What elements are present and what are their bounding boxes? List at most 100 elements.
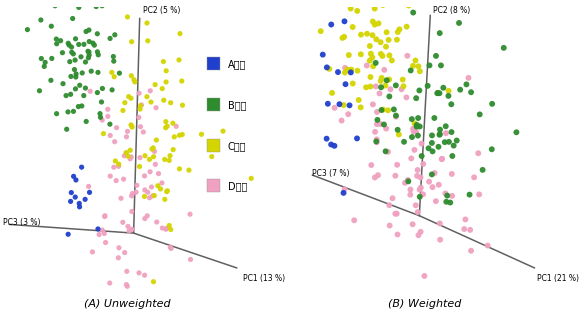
Point (465, 227, 475, 233)
Point (71, 74, 81, 80)
Point (75, 204, 84, 210)
Point (161, 227, 171, 232)
Point (369, 64, 378, 69)
Point (98, 86, 107, 91)
Point (124, 154, 133, 159)
Point (58, 81, 68, 86)
Point (373, 117, 382, 122)
Point (150, 193, 159, 198)
Point (77, 103, 86, 109)
Point (76, 2, 85, 7)
Point (409, 129, 418, 134)
Point (71, 177, 81, 182)
Point (340, 186, 349, 192)
Point (132, 183, 141, 188)
Point (85, 39, 94, 44)
Point (346, 6, 355, 11)
Point (120, 250, 129, 255)
Point (343, 112, 353, 117)
Point (119, 108, 128, 113)
Point (353, 68, 362, 73)
Point (124, 228, 134, 234)
Point (449, 143, 458, 148)
Point (93, 90, 102, 95)
Point (127, 193, 136, 199)
Point (467, 89, 476, 95)
Point (371, 37, 381, 42)
Point (362, 31, 371, 36)
Point (406, 192, 415, 197)
Point (142, 94, 152, 99)
Point (436, 237, 445, 242)
Point (63, 109, 72, 115)
Point (95, 111, 105, 116)
Text: (B) Weighted: (B) Weighted (388, 299, 461, 309)
Point (474, 192, 484, 197)
Point (114, 161, 123, 167)
Text: (A) Unweighted: (A) Unweighted (84, 299, 171, 309)
Point (337, 118, 346, 123)
Point (423, 83, 432, 88)
Point (74, 5, 84, 10)
Point (447, 102, 456, 107)
Point (81, 85, 90, 91)
Point (197, 132, 206, 137)
Point (475, 112, 484, 117)
Point (107, 70, 116, 75)
Point (389, 107, 398, 112)
Point (365, 58, 374, 63)
Point (435, 127, 444, 132)
Point (66, 74, 75, 79)
Point (391, 83, 401, 88)
Point (326, 142, 336, 147)
Point (93, 49, 102, 54)
Point (483, 243, 492, 248)
Point (166, 244, 175, 249)
Point (135, 107, 145, 112)
Point (163, 188, 172, 193)
Point (339, 34, 349, 40)
Point (428, 149, 437, 154)
Point (354, 97, 363, 103)
Point (66, 92, 75, 97)
Point (335, 102, 344, 107)
Point (512, 130, 521, 135)
Point (434, 182, 443, 187)
Text: C해역: C해역 (228, 141, 246, 151)
Point (105, 280, 114, 286)
Point (366, 84, 375, 89)
Text: PC3 (3 %): PC3 (3 %) (3, 218, 40, 227)
Point (394, 132, 404, 137)
Point (322, 1, 331, 6)
Point (151, 82, 160, 87)
Point (71, 71, 81, 77)
Point (121, 282, 131, 287)
Point (52, 111, 61, 116)
Point (169, 134, 179, 140)
Point (436, 63, 446, 68)
Point (414, 64, 423, 69)
Point (114, 71, 124, 76)
Point (372, 121, 381, 127)
Point (383, 108, 392, 113)
Point (444, 93, 453, 99)
Point (412, 122, 422, 128)
Point (371, 139, 381, 144)
Point (114, 255, 123, 260)
Point (415, 88, 424, 93)
Point (440, 140, 450, 145)
Point (425, 63, 434, 68)
Point (415, 194, 425, 199)
Point (67, 190, 76, 195)
Point (341, 82, 350, 87)
Point (150, 149, 159, 154)
Text: PC2 (5 %): PC2 (5 %) (142, 6, 180, 15)
Point (96, 115, 105, 120)
Point (413, 233, 423, 238)
Point (127, 73, 136, 78)
Point (433, 90, 442, 96)
Point (441, 124, 450, 129)
Point (175, 133, 184, 138)
Point (97, 99, 106, 105)
Point (84, 50, 93, 55)
